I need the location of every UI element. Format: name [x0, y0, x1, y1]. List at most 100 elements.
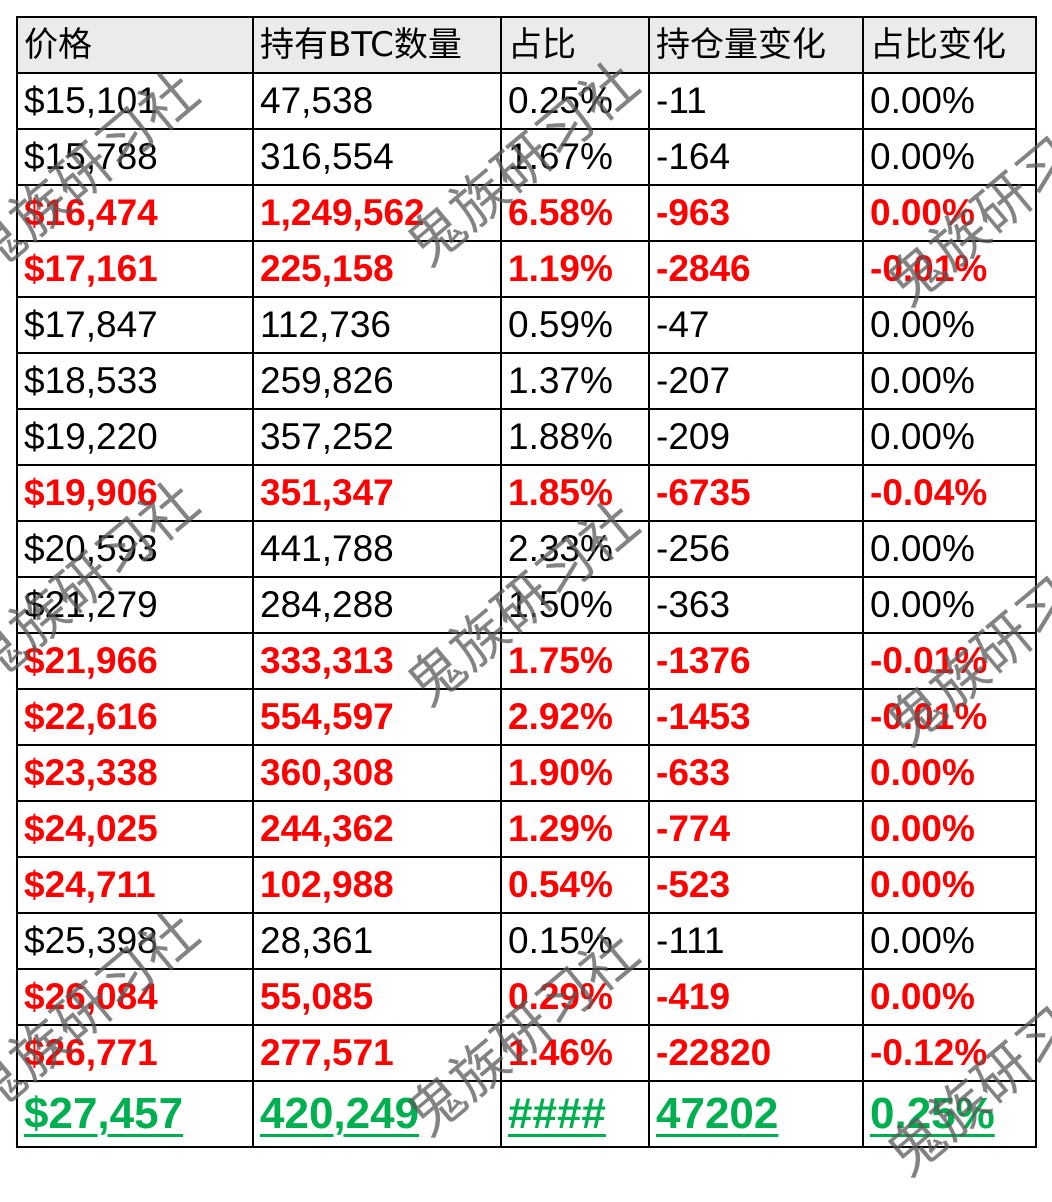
table-row: $19,220 357,252 1.88% -209 0.00%	[16, 408, 1037, 466]
cell-text: 0.54%	[508, 864, 613, 905]
cell-text: $25,398	[24, 920, 158, 961]
cell-text: 102,988	[260, 864, 394, 905]
cell-text: -0.01%	[870, 696, 988, 737]
cell-btc-amount: 360,308	[252, 744, 502, 802]
cell-text: $21,966	[24, 640, 158, 681]
cell-share-change: 0.00%	[862, 352, 1037, 410]
cell-position-change: -111	[648, 912, 864, 970]
cell-share: ####	[500, 1080, 650, 1148]
header-btc-amount: 持有BTC数量	[252, 16, 502, 74]
cell-price: $21,279	[16, 576, 254, 634]
cell-text: 1.29%	[508, 808, 613, 849]
cell-text: $18,533	[24, 360, 158, 401]
cell-text: 0.25%	[508, 80, 613, 121]
cell-text: 1.46%	[508, 1032, 613, 1073]
cell-text: 244,362	[260, 808, 394, 849]
cell-price: $19,906	[16, 464, 254, 522]
cell-position-change: -6735	[648, 464, 864, 522]
cell-btc-amount: 225,158	[252, 240, 502, 298]
cell-text: 357,252	[260, 416, 394, 457]
cell-share: 1.37%	[500, 352, 650, 410]
cell-text: 0.00%	[870, 360, 975, 401]
cell-share: 1.88%	[500, 408, 650, 466]
cell-text: -164	[656, 136, 731, 177]
cell-share-change: -0.04%	[862, 464, 1037, 522]
cell-text: $19,220	[24, 416, 158, 457]
cell-text: 0.00%	[870, 864, 975, 905]
table-row: $24,711 102,988 0.54% -523 0.00%	[16, 856, 1037, 914]
table-row: $20,593 441,788 2.33% -256 0.00%	[16, 520, 1037, 578]
cell-share: 0.54%	[500, 856, 650, 914]
cell-text: $24,711	[24, 864, 156, 905]
cell-share: 1.50%	[500, 576, 650, 634]
cell-position-change: -47	[648, 296, 864, 354]
cell-text: -774	[656, 808, 731, 849]
cell-btc-amount: 333,313	[252, 632, 502, 690]
cell-btc-amount: 357,252	[252, 408, 502, 466]
cell-price: $27,457	[16, 1080, 254, 1148]
cell-text: 1.75%	[508, 640, 613, 681]
cell-text: $26,771	[24, 1032, 158, 1073]
cell-position-change: 47202	[648, 1080, 864, 1148]
cell-text: 0.00%	[870, 192, 975, 233]
cell-position-change: -363	[648, 576, 864, 634]
cell-text: -207	[656, 360, 731, 401]
cell-btc-amount: 284,288	[252, 576, 502, 634]
cell-text: 0.00%	[870, 752, 975, 793]
cell-btc-amount: 351,347	[252, 464, 502, 522]
cell-text: 0.59%	[508, 304, 613, 345]
cell-btc-amount: 28,361	[252, 912, 502, 970]
btc-holdings-table: 价格 持有BTC数量 占比 持仓量变化 占比变化 $15,101 47,538 0.…	[16, 16, 1037, 1148]
cell-text: -2846	[656, 248, 751, 289]
cell-text: 0.00%	[870, 416, 975, 457]
cell-text: 1.67%	[508, 136, 613, 177]
header-share-change: 占比变化	[862, 16, 1037, 74]
cell-text: 0.00%	[870, 976, 975, 1017]
cell-text: 0.15%	[508, 920, 613, 961]
table-row: $26,771 277,571 1.46% -22820 -0.12%	[16, 1024, 1037, 1082]
cell-text: 333,313	[260, 640, 394, 681]
table-row: $21,966 333,313 1.75% -1376 -0.01%	[16, 632, 1037, 690]
cell-position-change: -523	[648, 856, 864, 914]
cell-text: $26,084	[24, 976, 158, 1017]
cell-text: 420,249	[260, 1089, 420, 1138]
cell-text: 0.00%	[870, 80, 975, 121]
cell-share-change: 0.00%	[862, 128, 1037, 186]
cell-text: $20,593	[24, 528, 158, 569]
cell-text: 0.29%	[508, 976, 613, 1017]
cell-btc-amount: 420,249	[252, 1080, 502, 1148]
cell-text: -0.04%	[870, 472, 988, 513]
table-row: $22,616 554,597 2.92% -1453 -0.01%	[16, 688, 1037, 746]
cell-position-change: -256	[648, 520, 864, 578]
cell-text: -363	[656, 584, 731, 625]
cell-text: 284,288	[260, 584, 394, 625]
cell-text: 0.00%	[870, 920, 975, 961]
cell-price: $18,533	[16, 352, 254, 410]
cell-text: $16,474	[24, 192, 158, 233]
cell-price: $19,220	[16, 408, 254, 466]
cell-price: $20,593	[16, 520, 254, 578]
table-row: $17,161 225,158 1.19% -2846 -0.01%	[16, 240, 1037, 298]
cell-price: $15,788	[16, 128, 254, 186]
header-share: 占比	[500, 16, 650, 74]
cell-text: -209	[656, 416, 731, 457]
header-price: 价格	[16, 16, 254, 74]
cell-share-change: 0.00%	[862, 856, 1037, 914]
cell-share-change: -0.01%	[862, 240, 1037, 298]
cell-text: ####	[508, 1089, 606, 1138]
cell-btc-amount: 102,988	[252, 856, 502, 914]
cell-text: 2.33%	[508, 528, 613, 569]
cell-price: $16,474	[16, 184, 254, 242]
cell-position-change: -207	[648, 352, 864, 410]
cell-share: 1.29%	[500, 800, 650, 858]
cell-text: -22820	[656, 1032, 772, 1073]
cell-position-change: -2846	[648, 240, 864, 298]
cell-share: 1.85%	[500, 464, 650, 522]
cell-share-change: 0.00%	[862, 184, 1037, 242]
cell-text: $21,279	[24, 584, 158, 625]
cell-price: $23,338	[16, 744, 254, 802]
cell-text: 441,788	[260, 528, 394, 569]
cell-text: 47202	[656, 1089, 779, 1138]
cell-position-change: -1376	[648, 632, 864, 690]
cell-price: $24,711	[16, 856, 254, 914]
